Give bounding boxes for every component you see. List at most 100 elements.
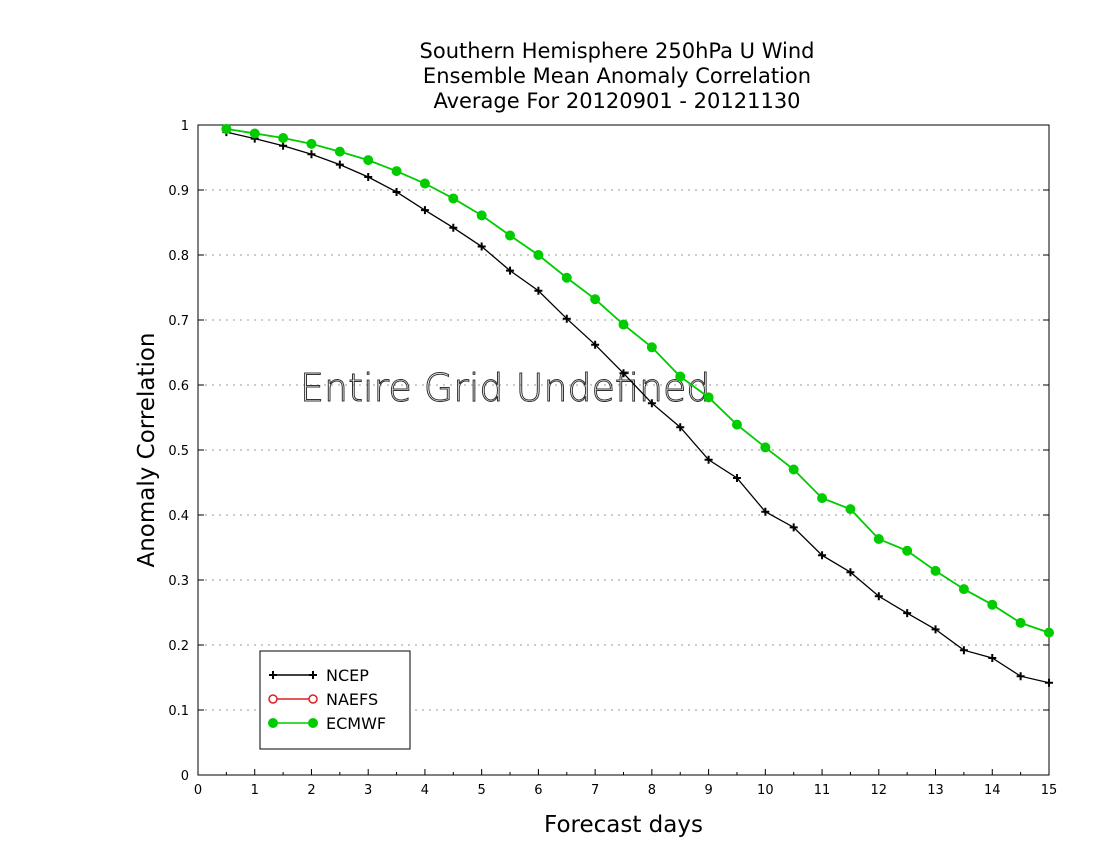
x-tick-label: 15	[1041, 783, 1058, 798]
y-tick-label: 0.3	[168, 574, 189, 589]
data-point-ecmwf	[817, 493, 828, 504]
data-point-ecmwf	[646, 342, 657, 353]
legend: NCEP NAEFS ECMWF	[259, 650, 411, 750]
x-tick-label: 3	[364, 783, 372, 798]
data-point-ecmwf	[505, 230, 516, 241]
data-point-ncep	[364, 173, 373, 181]
y-tick-label: 0.6	[168, 379, 189, 394]
data-point-ecmwf	[902, 545, 913, 556]
data-point-ncep	[1045, 678, 1053, 687]
legend-label: ECMWF	[326, 714, 386, 733]
data-point-ncep	[420, 206, 429, 215]
data-point-ecmwf	[1044, 627, 1054, 638]
data-point-ecmwf	[930, 565, 941, 576]
y-tick-label: 1	[181, 119, 189, 134]
chart-title-line: Southern Hemisphere 250hPa U Wind	[420, 39, 815, 63]
legend-label: NCEP	[326, 666, 369, 685]
data-point-ncep	[818, 551, 827, 560]
x-axis-label: Forecast days	[544, 812, 703, 838]
legend-marker	[268, 694, 278, 704]
y-axis-label: Anomaly Correlation	[134, 332, 160, 567]
x-tick-label: 11	[814, 783, 831, 798]
x-axis: 0 1 2 3 4 5 6 7 8 9 10 11 12 13 14 15	[194, 769, 1057, 798]
x-tick-label: 6	[534, 783, 542, 798]
y-tick-label: 0	[181, 769, 189, 784]
data-point-ecmwf	[590, 294, 601, 305]
x-tick-label: 7	[591, 783, 599, 798]
legend-item-ecmwf: ECMWF	[268, 714, 386, 733]
y-tick-label: 0.5	[168, 444, 189, 459]
x-tick-label: 8	[648, 783, 656, 798]
data-point-ecmwf	[703, 392, 714, 403]
data-point-ncep	[846, 568, 855, 577]
data-point-ecmwf	[278, 133, 289, 143]
data-point-ncep	[959, 646, 968, 655]
legend-marker	[268, 718, 278, 728]
data-point-ncep	[449, 223, 458, 232]
x-tick-label: 12	[871, 783, 888, 798]
data-point-ncep	[506, 266, 515, 275]
data-point-ncep	[647, 399, 656, 408]
data-point-ecmwf	[618, 319, 629, 330]
data-point-ncep	[931, 625, 940, 634]
data-point-ncep	[988, 654, 997, 662]
data-point-ncep	[874, 592, 883, 601]
x-tick-label: 5	[478, 783, 486, 798]
data-point-ecmwf	[987, 599, 998, 610]
x-tick-label: 9	[704, 783, 712, 798]
undefined-grid-annotation: Entire Grid Undefined	[300, 366, 711, 410]
grid-lines	[198, 124, 1049, 711]
legend-label: NAEFS	[326, 690, 378, 709]
data-point-ncep	[279, 141, 288, 150]
data-point-ecmwf	[391, 166, 402, 177]
data-point-ecmwf	[873, 534, 884, 545]
x-tick-label: 0	[194, 783, 202, 798]
y-tick-label: 0.1	[168, 704, 189, 719]
data-point-ecmwf	[845, 504, 856, 515]
series-ncep	[222, 128, 1053, 687]
data-point-ecmwf	[334, 146, 345, 157]
x-tick-label: 13	[927, 783, 944, 798]
y-tick-label: 0.2	[168, 639, 189, 654]
legend-item-naefs: NAEFS	[268, 690, 378, 709]
data-point-ncep	[704, 455, 713, 464]
chart-title-line: Average For 20120901 - 20121130	[433, 89, 800, 113]
data-point-ncep	[307, 150, 316, 159]
chart-title-line: Ensemble Mean Anomaly Correlation	[423, 64, 811, 88]
data-point-ncep	[903, 609, 912, 618]
series-group	[221, 123, 1054, 687]
data-point-ncep	[619, 369, 628, 378]
data-point-ncep	[534, 286, 543, 295]
legend-item-ncep: NCEP	[269, 666, 369, 685]
y-axis: 0 0.1 0.2 0.3 0.4 0.5 0.6 0.7 0.8 0.9 1	[168, 119, 1049, 784]
y-tick-label: 0.4	[168, 509, 189, 524]
x-tick-label: 2	[307, 783, 315, 798]
legend-marker	[308, 718, 318, 728]
legend-box	[259, 650, 411, 750]
data-point-ecmwf	[731, 419, 742, 430]
chart-title: Southern Hemisphere 250hPa U WindEnsembl…	[420, 39, 815, 113]
data-point-ecmwf	[1015, 617, 1026, 628]
data-point-ecmwf	[476, 210, 487, 221]
series-ecmwf	[221, 123, 1054, 638]
data-point-ecmwf	[788, 464, 799, 475]
data-point-ncep	[732, 473, 741, 482]
data-point-ncep	[676, 423, 685, 432]
data-point-ecmwf	[533, 250, 544, 260]
data-point-ecmwf	[419, 178, 430, 189]
data-point-ecmwf	[249, 128, 260, 139]
y-tick-label: 0.8	[168, 249, 189, 264]
data-point-ecmwf	[561, 272, 572, 283]
data-point-ncep	[789, 523, 798, 532]
y-tick-label: 0.7	[168, 314, 189, 329]
data-point-ncep	[335, 160, 344, 169]
data-point-ecmwf	[958, 584, 969, 595]
data-point-ncep	[591, 340, 600, 349]
data-point-ncep	[1016, 672, 1025, 681]
series-line-ncep	[226, 131, 1050, 684]
legend-marker	[308, 694, 318, 704]
data-point-ncep	[562, 314, 571, 323]
data-point-ecmwf	[760, 442, 771, 453]
data-point-ncep	[392, 187, 401, 196]
data-point-ncep	[477, 242, 486, 251]
